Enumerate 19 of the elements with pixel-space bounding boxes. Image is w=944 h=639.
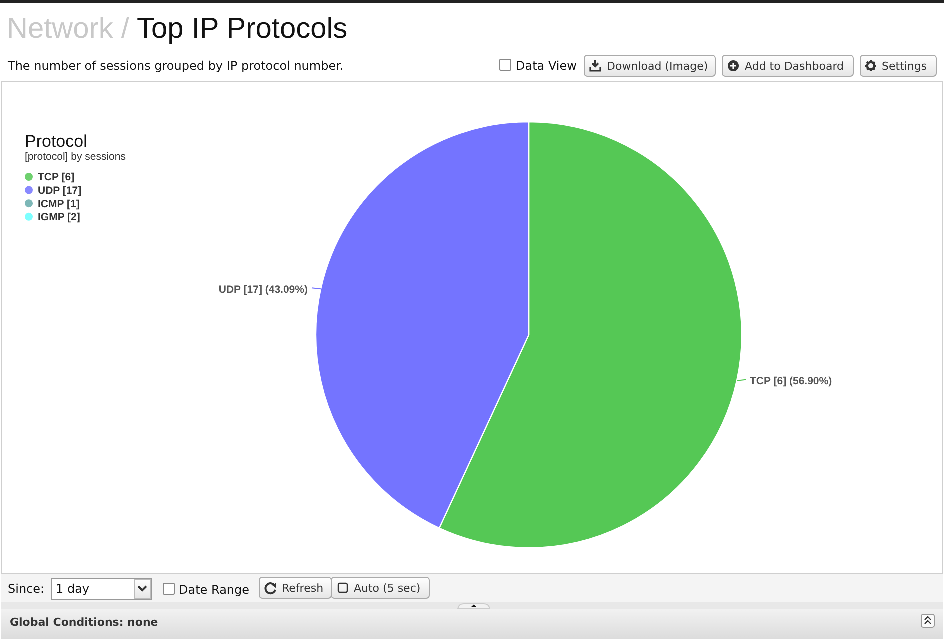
text: [protocol] by sessions	[25, 151, 126, 163]
legend-label: ICMP [1]	[38, 198, 80, 210]
text: Refresh	[282, 582, 324, 595]
data-label: UDP [17] (43.09%)	[218, 284, 308, 296]
text: Since:	[8, 582, 45, 596]
legend-label: UDP [17]	[38, 184, 82, 197]
data-label: TCP [6] (56.90%)	[750, 376, 832, 388]
text: Data View	[516, 59, 578, 73]
text: Download (Image)	[607, 60, 708, 73]
text: Global Conditions: none	[10, 616, 158, 629]
text: Date Range	[179, 583, 250, 597]
text: 1 day	[56, 582, 90, 596]
chart-subtitle: The number of sessions grouped by IP protocol number.	[7, 59, 344, 73]
text: Settings	[882, 60, 928, 73]
legend-label: IGMP [2]	[38, 212, 80, 224]
legend-label: TCP [6]	[38, 172, 75, 184]
legend-title: Protocol	[25, 132, 88, 151]
text: Auto (5 sec)	[354, 582, 421, 595]
text: Add to Dashboard	[745, 60, 844, 73]
